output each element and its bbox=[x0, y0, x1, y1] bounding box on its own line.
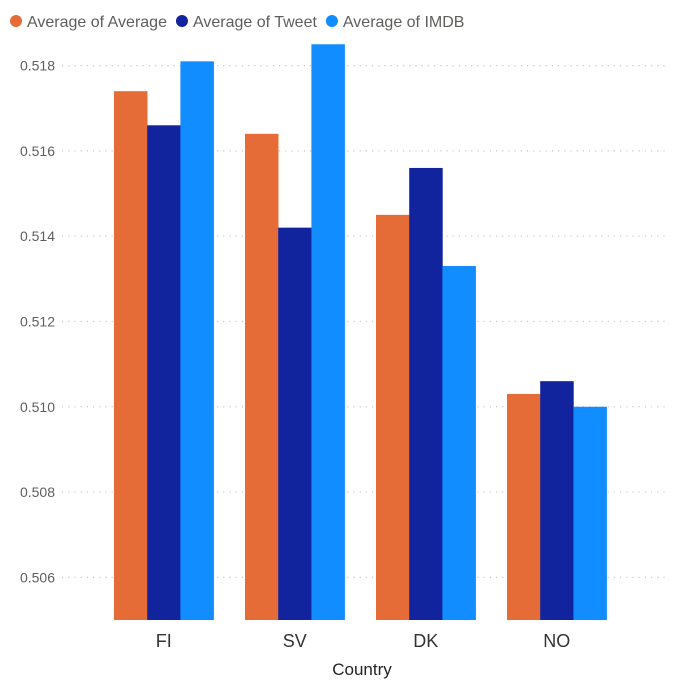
x-axis-title: Country bbox=[332, 660, 392, 679]
bar-no-series-1[interactable] bbox=[540, 381, 574, 620]
y-axis-ticks: 0.506 0.508 0.510 0.512 0.514 0.516 0.518 bbox=[20, 58, 55, 586]
y-tick-label: 0.514 bbox=[20, 228, 55, 244]
bar-sv-series-1[interactable] bbox=[278, 227, 312, 620]
legend-marker-2 bbox=[325, 15, 338, 27]
bar-no-series-0[interactable] bbox=[507, 393, 541, 620]
legend-marker-1 bbox=[175, 15, 188, 27]
bar-sv-series-0[interactable] bbox=[245, 133, 279, 620]
bar-dk-series-0[interactable] bbox=[376, 214, 410, 620]
bar-fi-series-1[interactable] bbox=[147, 125, 181, 620]
y-tick-label: 0.510 bbox=[20, 399, 55, 415]
legend-label-2: Average of IMDB bbox=[343, 14, 465, 31]
bar-dk-series-1[interactable] bbox=[409, 167, 443, 621]
legend: Average of Average Average of Tweet Averag… bbox=[10, 14, 464, 31]
bar-dk-series-2[interactable] bbox=[442, 266, 476, 620]
bar-fi-series-0[interactable] bbox=[114, 91, 148, 621]
y-tick-label: 0.518 bbox=[20, 58, 55, 74]
x-tick-label: DK bbox=[413, 631, 438, 651]
bar-fi-series-2[interactable] bbox=[180, 61, 214, 620]
y-tick-label: 0.512 bbox=[20, 313, 55, 329]
y-tick-label: 0.506 bbox=[20, 569, 55, 585]
bar-no-series-2[interactable] bbox=[573, 406, 607, 620]
legend-label-0: Average of Average bbox=[27, 14, 167, 31]
x-tick-label: FI bbox=[156, 631, 172, 651]
bars bbox=[114, 44, 607, 621]
legend-label-1: Average of Tweet bbox=[193, 14, 317, 31]
y-tick-label: 0.516 bbox=[20, 143, 55, 159]
legend-marker-0 bbox=[10, 15, 22, 27]
x-tick-label: SV bbox=[283, 631, 307, 651]
y-tick-label: 0.508 bbox=[20, 484, 55, 500]
bar-sv-series-2[interactable] bbox=[311, 44, 345, 620]
x-tick-label: NO bbox=[543, 631, 570, 651]
x-axis-ticks: FI SV DK NO bbox=[156, 631, 570, 651]
